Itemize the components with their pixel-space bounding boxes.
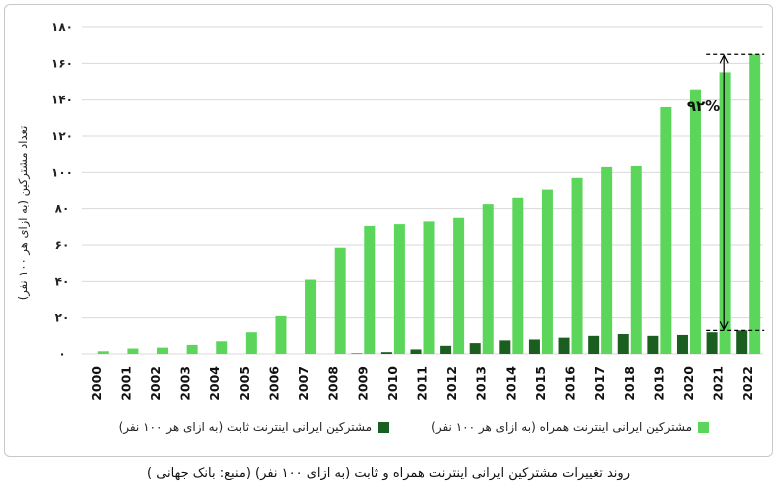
x-tick-label: 2010 — [385, 366, 400, 401]
y-tick-label: ۴۰ — [55, 274, 70, 288]
chart-frame — [4, 4, 773, 457]
bar-mobile-2011 — [423, 221, 435, 354]
bar-mobile-2016 — [571, 177, 583, 354]
bar-fixed-2018 — [617, 334, 629, 354]
bar-mobile-2005 — [245, 332, 257, 354]
x-tick-label: 2011 — [415, 366, 430, 401]
x-tick-label: 2009 — [355, 366, 370, 401]
x-tick-label: 2000 — [89, 366, 104, 401]
x-tick-label: 2004 — [207, 366, 222, 401]
x-tick-label: 2013 — [474, 366, 489, 401]
y-tick-label: ۱۲۰ — [51, 129, 73, 143]
bar-fixed-2011 — [410, 349, 422, 354]
y-tick-label: ۲۰ — [55, 311, 70, 325]
bar-fixed-2016 — [558, 337, 570, 354]
arrow-head-down — [719, 321, 729, 331]
bar-fixed-2022 — [736, 330, 748, 354]
x-tick-label: 2020 — [681, 366, 696, 401]
bar-mobile-2008 — [334, 247, 346, 354]
bar-fixed-2010 — [380, 352, 392, 354]
arrow-head-up — [719, 53, 729, 64]
legend-item-mobile: مشترکین ایرانی اینترنت همراه (به ازای هر… — [431, 420, 709, 434]
y-tick-label: ۰ — [58, 347, 65, 361]
x-tick-label: 2018 — [622, 366, 637, 401]
bar-fixed-2014 — [499, 340, 511, 354]
bar-mobile-2009 — [364, 225, 376, 354]
y-axis-ticks: ۰ ۲۰ ۴۰ ۶۰ ۸۰ ۱۰۰ ۱۲۰ ۱۴۰ ۱۶۰ ۱۸۰ — [51, 20, 73, 361]
y-tick-label: ۸۰ — [55, 202, 70, 216]
bar-mobile-2017 — [601, 166, 613, 354]
x-tick-label: 2012 — [444, 366, 459, 401]
legend-item-fixed: مشترکین ایرانی اینترنت ثابت (به ازای هر … — [119, 420, 389, 434]
bar-fixed-2015 — [528, 339, 540, 354]
bar-fixed-2019 — [647, 335, 659, 354]
legend-swatch-mobile — [698, 421, 709, 433]
bar-mobile-2003 — [186, 344, 198, 354]
x-tick-label: 2017 — [592, 366, 607, 401]
bar-fixed-2020 — [676, 334, 688, 354]
bar-mobile-2002 — [157, 347, 169, 354]
x-tick-label: 2002 — [148, 366, 163, 401]
y-tick-label: ۱۸۰ — [51, 20, 73, 34]
figure-caption: روند تغییرات مشترکین ایرانی اینترنت همرا… — [147, 466, 630, 481]
bar-mobile-2007 — [305, 279, 317, 354]
x-tick-label: 2019 — [651, 366, 666, 401]
bar-mobile-2010 — [393, 224, 405, 354]
x-tick-label: 2003 — [178, 366, 193, 401]
bar-mobile-2001 — [127, 348, 139, 354]
annotation-percent: ۹۲% — [687, 97, 720, 115]
x-tick-label: 2016 — [563, 366, 578, 401]
y-axis-label: تعداد مشترکین (به ازای هر ۱۰۰ نفر) — [16, 126, 31, 301]
x-tick-label: 2015 — [533, 366, 548, 401]
bar-fixed-2013 — [469, 343, 481, 354]
bar-mobile-2015 — [541, 189, 553, 354]
bar-mobile-2018 — [630, 165, 642, 354]
legend-label-fixed: مشترکین ایرانی اینترنت ثابت (به ازای هر … — [118, 420, 372, 434]
bar-mobile-2021 — [719, 72, 731, 355]
legend-label-mobile: مشترکین ایرانی اینترنت همراه (به ازای هر… — [431, 420, 692, 434]
x-tick-label: 2006 — [266, 366, 281, 401]
x-tick-label: 2008 — [326, 366, 341, 401]
bar-chart: ۰ ۲۰ ۴۰ ۶۰ ۸۰ ۱۰۰ ۱۲۰ ۱۴۰ ۱۶۰ ۱۸۰ تعداد مشترکین (… — [16, 20, 765, 401]
bar-mobile-2013 — [482, 204, 494, 354]
y-tick-label: ۱۶۰ — [51, 56, 73, 70]
x-tick-label: 2021 — [711, 366, 726, 401]
x-tick-label: 2022 — [740, 366, 755, 401]
x-tick-label: 2007 — [296, 366, 311, 401]
bar-fixed-2009 — [351, 353, 363, 354]
x-axis-ticks: 2000 2001 2002 2003 2004 2005 2006 2007 2008 2009… — [89, 366, 755, 401]
bar-fixed-2012 — [440, 345, 452, 354]
bar-mobile-2000 — [97, 351, 109, 354]
bar-mobile-2014 — [512, 197, 524, 354]
bar-mobile-2004 — [216, 341, 228, 354]
growth-annotation: ۹۲% — [687, 53, 765, 331]
y-tick-label: ۶۰ — [55, 238, 70, 252]
bar-mobile-2019 — [660, 106, 672, 354]
x-tick-label: 2005 — [237, 366, 252, 401]
y-tick-label: ۱۰۰ — [51, 165, 73, 179]
x-tick-label: 2014 — [503, 366, 518, 401]
x-tick-label: 2001 — [118, 366, 133, 401]
bar-fixed-2021 — [706, 332, 718, 354]
bar-mobile-2012 — [453, 217, 465, 354]
bar-mobile-2020 — [689, 89, 701, 355]
bar-mobile-2022 — [749, 54, 761, 354]
bar-mobile-2006 — [275, 315, 287, 354]
legend-swatch-fixed — [378, 421, 389, 433]
y-tick-label: ۱۴۰ — [51, 93, 73, 107]
bar-fixed-2017 — [588, 335, 600, 354]
bars — [97, 54, 761, 355]
